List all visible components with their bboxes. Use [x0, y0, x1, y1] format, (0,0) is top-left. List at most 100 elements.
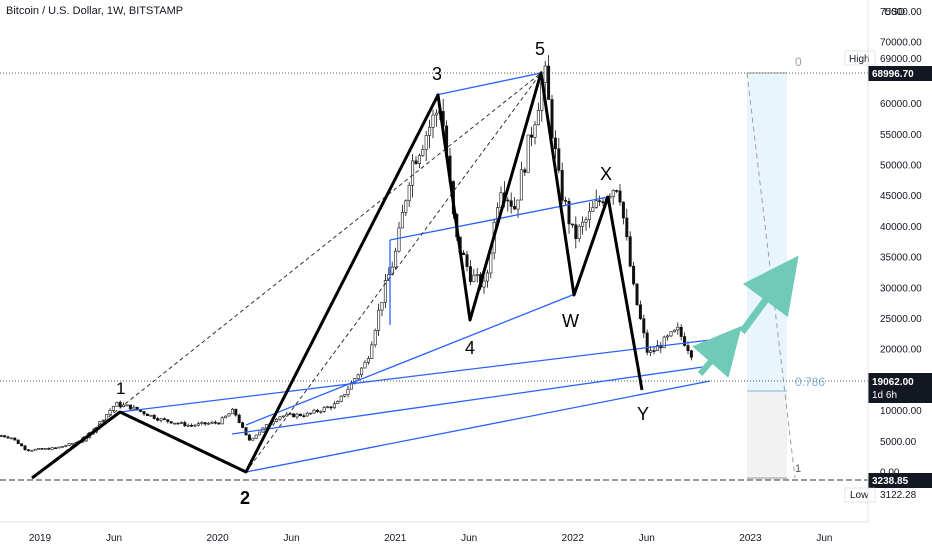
candle-body [339, 395, 343, 402]
candle-body [373, 330, 377, 346]
candle-body [64, 445, 68, 447]
fib-label-0: 0 [795, 55, 802, 69]
candle-body [383, 280, 387, 303]
candle-body [230, 408, 234, 415]
candle-body [431, 114, 435, 128]
candle-body [251, 437, 255, 441]
candle-body [118, 402, 122, 407]
candle-body [547, 65, 551, 100]
time-axis[interactable]: 2019 Jun 2020 Jun 2021 Jun 2022 Jun 2023 Jun [29, 533, 833, 544]
candle-body [360, 367, 364, 376]
candle-body [292, 413, 296, 418]
candle-body [632, 265, 636, 285]
candle-body [404, 200, 408, 213]
candle-body [683, 336, 687, 346]
candle-body [666, 335, 670, 338]
candle-body [193, 424, 197, 427]
candle-body [462, 252, 466, 256]
candle-body [50, 447, 54, 450]
time-tick-label: Jun [284, 533, 300, 544]
candle-body [108, 410, 112, 415]
marker-top-badge [868, 66, 932, 81]
candle-body [366, 358, 370, 363]
candle-body [574, 224, 578, 239]
candle-body [132, 406, 136, 410]
candle-body [621, 201, 625, 219]
candle-body [139, 409, 143, 412]
candle-body [319, 411, 323, 413]
chart-title: Bitcoin / U.S. Dollar, 1W, BITSTAMP [6, 5, 184, 17]
candle-body [125, 404, 129, 407]
time-tick-label: 2023 [739, 533, 762, 544]
candle-body [468, 266, 472, 282]
channel-line-1-3 [119, 339, 711, 413]
high-badge: High 69000.00 [844, 50, 922, 66]
time-tick-label: 2021 [384, 533, 407, 544]
candle-body [635, 283, 639, 306]
dashed-diagonal-1-5 [31, 72, 542, 479]
candle-body [377, 309, 381, 331]
candle-body [179, 422, 183, 424]
candle-body [417, 155, 421, 164]
candle-body [162, 418, 166, 421]
channel-line-4-w [245, 293, 576, 426]
candle-body [553, 137, 557, 150]
candle-body [421, 149, 425, 156]
candle-body [482, 280, 486, 288]
candle-body [655, 344, 659, 352]
marker-low-value: 3238.85 [872, 476, 909, 487]
candle-body [584, 219, 588, 223]
wave-label-5: 5 [535, 39, 545, 59]
candle-body [227, 413, 231, 417]
candle-body [611, 190, 615, 197]
candle-body [428, 126, 432, 136]
candle-body [16, 439, 20, 445]
currency-label: USD [884, 7, 906, 18]
candle-body [247, 434, 251, 441]
candle-body [506, 199, 510, 202]
candle-body [26, 449, 30, 451]
candle-body [13, 437, 17, 441]
candle-body [516, 199, 520, 210]
candle-body [302, 415, 306, 418]
candle-body [370, 344, 374, 359]
candle-body [533, 124, 537, 138]
candle-body [652, 350, 656, 352]
wave-label-y: Y [637, 404, 649, 424]
candle-body [9, 437, 13, 440]
candle-body [434, 112, 438, 116]
wave-label-2: 2 [240, 488, 250, 508]
marker-top-value: 68996.70 [872, 69, 914, 80]
candle-body [203, 422, 207, 425]
current-price-value: 19062.00 [872, 377, 914, 388]
candle-body [465, 254, 469, 267]
candle-body [156, 418, 160, 421]
time-tick-label: Jun [461, 533, 477, 544]
fib-projection-box [747, 73, 787, 391]
candle-body [47, 448, 51, 450]
candle-body [111, 405, 115, 411]
price-tick-label: 60000.00 [880, 99, 922, 110]
price-tick-label: 45000.00 [880, 191, 922, 202]
projection-arrow-large [739, 255, 799, 335]
channel-line-3-5 [435, 72, 542, 96]
candle-body [485, 272, 489, 282]
candle-body [645, 332, 649, 353]
channel-line-2-4 [231, 365, 711, 435]
candle-body [414, 160, 418, 164]
candle-body [672, 329, 676, 333]
candle-body [509, 200, 513, 207]
low-badge: Low 3122.28 [844, 487, 917, 503]
candle-body [224, 415, 228, 419]
price-tick-label: 75000.00 [880, 7, 922, 18]
candle-body [149, 414, 153, 417]
candle-body [173, 422, 177, 425]
candle-body [6, 436, 10, 439]
candle-body [601, 201, 605, 204]
candle-body [169, 421, 173, 424]
candle-body [679, 326, 683, 337]
candle-body [190, 424, 194, 427]
candle-body [519, 169, 523, 201]
